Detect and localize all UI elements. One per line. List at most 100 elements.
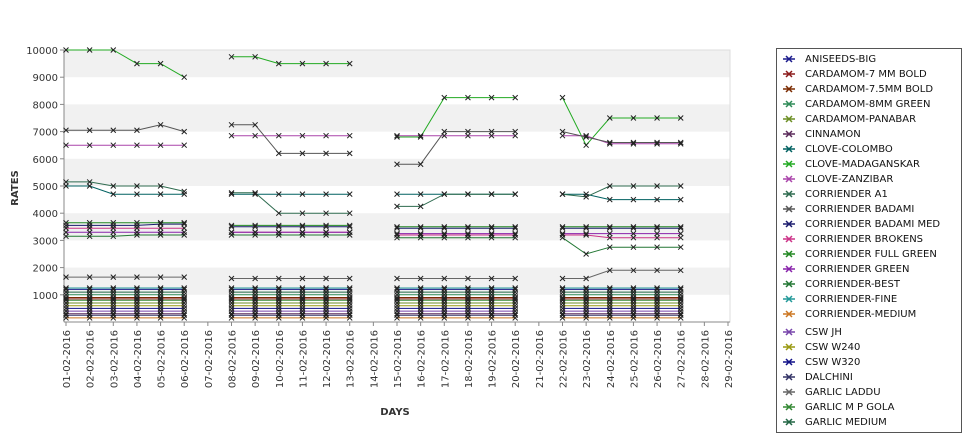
x-tick-label: 05-02-2016: [157, 330, 168, 388]
data-point: [583, 289, 589, 295]
series-line: [231, 124, 350, 154]
data-point: [654, 267, 660, 274]
data-point: [465, 230, 471, 237]
data-point: [323, 232, 329, 238]
legend-marker: [783, 160, 795, 168]
data-point: [606, 223, 613, 230]
data-point: [677, 139, 684, 146]
legend-label: CORRIENDER BROKENS: [805, 234, 924, 245]
data-point: [512, 132, 519, 139]
legend-label: CINNAMON: [805, 129, 861, 140]
data-point: [275, 296, 282, 302]
data-point: [677, 267, 684, 274]
data-point: [110, 219, 117, 226]
data-point: [465, 225, 471, 232]
data-point: [110, 225, 117, 232]
series-line: [66, 223, 185, 226]
data-point: [275, 232, 282, 238]
data-point: [583, 142, 589, 149]
y-axis-title: RATES: [10, 170, 21, 206]
series-line: [397, 193, 516, 207]
x-tick-label: 26-02-2016: [653, 330, 664, 388]
data-point: [583, 251, 589, 257]
data-point: [181, 188, 188, 195]
data-point: [583, 312, 589, 319]
data-point: [346, 232, 353, 238]
data-point: [394, 203, 400, 210]
data-point: [63, 285, 69, 291]
data-point: [86, 297, 93, 304]
data-point: [488, 285, 495, 291]
data-point: [275, 305, 282, 312]
data-point: [323, 296, 329, 302]
legend-x-marker: [785, 310, 793, 318]
series-line: [562, 193, 681, 201]
data-point: [441, 312, 448, 319]
data-point: [441, 297, 448, 304]
data-point: [559, 234, 566, 241]
series-line: [231, 56, 350, 65]
data-point: [134, 127, 140, 134]
data-point: [417, 230, 424, 237]
data-point: [252, 189, 258, 196]
legend-x-marker: [785, 130, 793, 138]
data-point: [465, 191, 471, 198]
data-point: [654, 234, 660, 241]
data-point: [181, 221, 188, 227]
legend-marker: [783, 130, 795, 138]
legend-marker: [783, 373, 795, 381]
data-point: [583, 134, 589, 140]
legend-label: CORRIENDER-FINE: [805, 294, 898, 305]
data-point: [63, 305, 69, 312]
data-point: [275, 285, 282, 291]
legend-item: CORRIENDER-FINE: [781, 292, 961, 307]
data-point: [654, 183, 660, 189]
data-point: [512, 128, 519, 135]
data-point: [228, 132, 235, 139]
data-point: [299, 222, 306, 229]
data-point: [606, 244, 613, 251]
data-point: [299, 132, 306, 139]
data-point: [630, 305, 637, 312]
legend-item: CORRIENDER-BEST: [781, 277, 961, 292]
data-point: [181, 305, 188, 312]
data-point: [677, 234, 684, 241]
data-point: [417, 285, 424, 291]
data-point: [417, 296, 424, 302]
data-point: [228, 121, 235, 128]
data-point: [630, 196, 637, 203]
data-point: [488, 230, 495, 237]
data-point: [275, 222, 282, 229]
data-point: [394, 132, 400, 139]
data-point: [63, 47, 69, 53]
legend-label: CORRIENDER-BEST: [805, 279, 900, 290]
data-point: [134, 183, 140, 189]
data-point: [465, 94, 471, 101]
x-tick-label: 07-02-2016: [204, 330, 215, 388]
data-point: [606, 305, 613, 312]
data-point: [63, 142, 69, 149]
data-point: [417, 132, 424, 139]
data-point: [488, 297, 495, 304]
data-point: [394, 296, 400, 302]
data-point: [110, 183, 117, 189]
data-point: [606, 296, 613, 302]
data-point: [157, 274, 164, 280]
y-tick-label: 3000: [33, 236, 58, 247]
data-point: [559, 275, 566, 282]
data-point: [323, 210, 329, 217]
data-point: [488, 94, 495, 101]
data-point: [86, 127, 93, 134]
data-point: [441, 234, 448, 241]
data-point: [630, 267, 637, 274]
data-point: [346, 60, 353, 67]
legend-x-marker: [785, 190, 793, 198]
data-point: [417, 203, 424, 210]
data-point: [630, 183, 637, 189]
data-point: [630, 115, 637, 121]
data-point: [583, 225, 589, 232]
legend-x-marker: [785, 250, 793, 258]
legend-x-marker: [785, 343, 793, 351]
data-point: [583, 230, 589, 237]
data-point: [228, 297, 235, 304]
